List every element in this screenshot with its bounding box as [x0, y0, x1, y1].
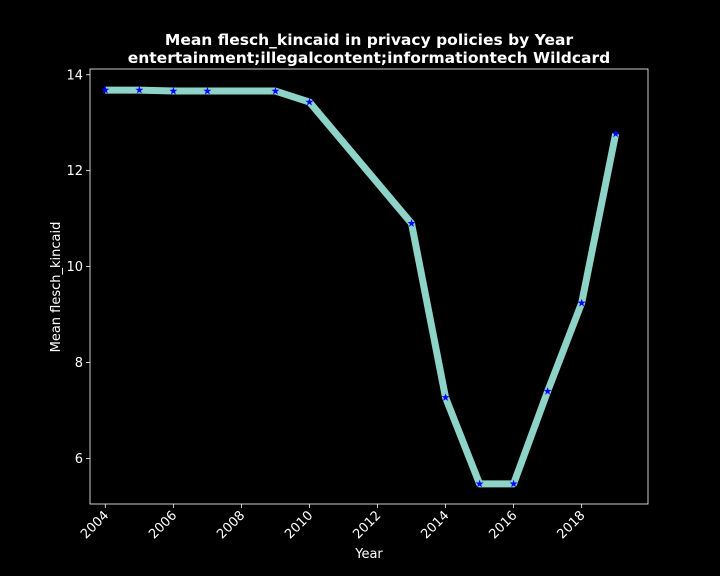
- y-tick-label: 10: [66, 260, 83, 275]
- data-point-marker: [305, 97, 314, 106]
- data-point-marker: [509, 479, 518, 488]
- data-point-marker: [101, 85, 110, 94]
- data-point-marker: [475, 479, 484, 488]
- y-tick-label: 14: [66, 68, 83, 83]
- data-point-marker: [441, 393, 450, 401]
- chart-title-line2: entertainment;illegalcontent;information…: [128, 49, 611, 67]
- data-point-marker: [577, 298, 586, 307]
- y-axis-label: Mean flesch_kincaid: [49, 222, 64, 353]
- series-layer: [101, 85, 620, 488]
- y-tick-label: 8: [75, 356, 83, 371]
- y-axis-ticks: 6 8 10 12 14: [66, 68, 90, 467]
- data-point-marker: [543, 387, 552, 395]
- chart-title-line1: Mean flesch_kincaid in privacy policies …: [165, 31, 574, 49]
- data-point-marker: [169, 86, 178, 95]
- y-tick-label: 12: [66, 164, 83, 179]
- data-point-marker: [135, 85, 144, 94]
- plot-area: [89, 68, 649, 505]
- y-tick-label: 6: [75, 452, 83, 467]
- x-axis-label: Year: [354, 547, 383, 562]
- data-point-marker: [611, 129, 620, 138]
- data-point-marker: [407, 219, 416, 227]
- data-point-marker: [271, 86, 280, 95]
- data-point-marker: [203, 86, 212, 95]
